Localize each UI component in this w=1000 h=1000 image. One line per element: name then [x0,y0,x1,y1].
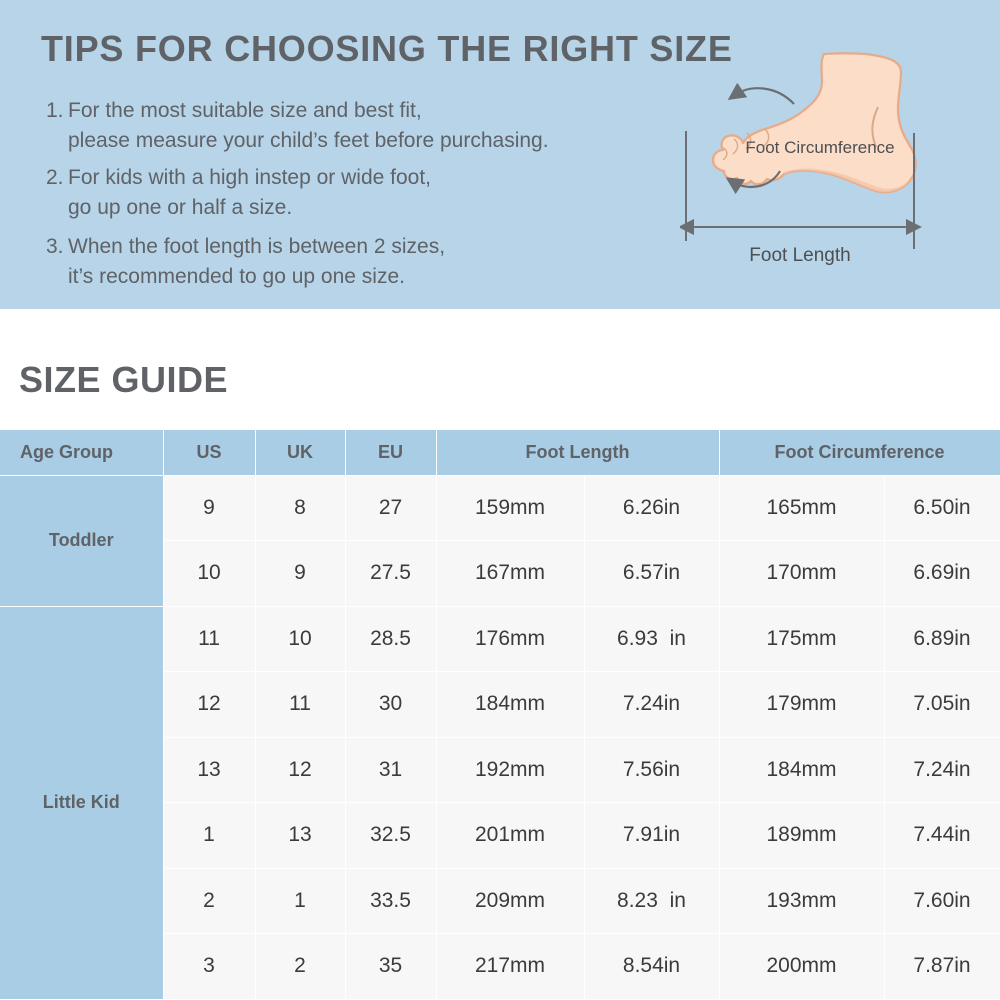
svg-text:Foot Circumference: Foot Circumference [745,138,894,157]
svg-text:Foot Length: Foot Length [749,245,850,266]
